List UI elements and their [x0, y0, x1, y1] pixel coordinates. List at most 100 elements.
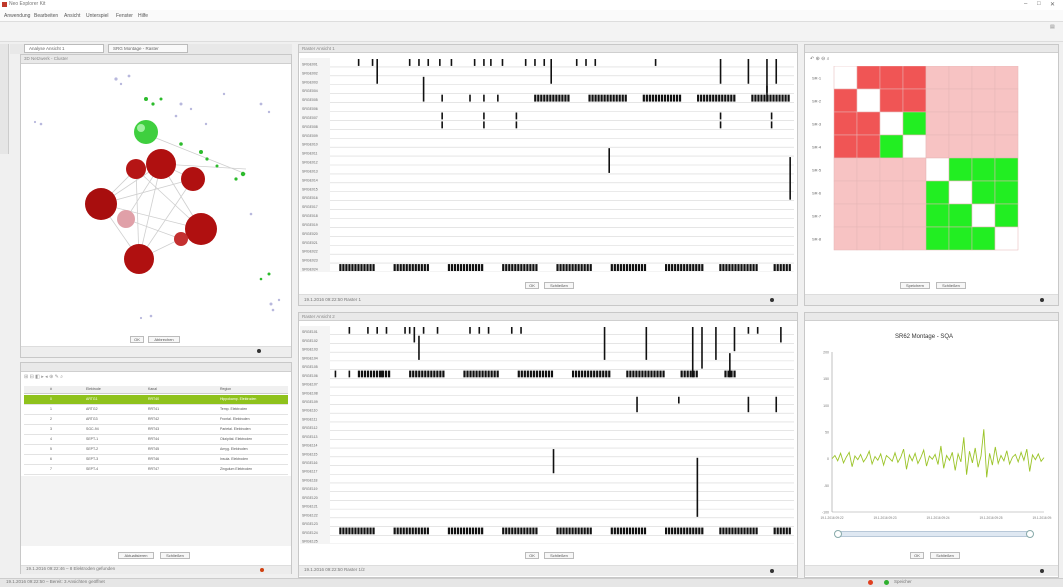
- spike-mark: [660, 94, 664, 102]
- menu-anwendung[interactable]: Anwendung: [4, 13, 31, 19]
- spike-mark: [637, 527, 641, 535]
- spike-mark: [613, 527, 616, 535]
- spike-mark: [408, 327, 411, 334]
- tab-srg-montage[interactable]: SRG Montage - Raster: [108, 44, 188, 53]
- spike-mark: [640, 527, 644, 535]
- spike-mark: [559, 527, 562, 535]
- spike-mark: [725, 527, 728, 535]
- side-tab-strip[interactable]: [0, 44, 9, 154]
- close-table-button[interactable]: Schließen: [160, 552, 190, 559]
- raster-plot-bottom[interactable]: SRGE101 SRGE102 SRGE103 SRGE104 SRGE105 SRGE1…: [300, 326, 794, 544]
- matrix-cell: [994, 203, 1019, 228]
- raster-top-close-button[interactable]: Schließen: [544, 282, 574, 289]
- col-header-kanal[interactable]: Kanal: [148, 387, 157, 391]
- raster-top-title: Raster Ansicht 1: [302, 46, 335, 51]
- table-toolbar-icons[interactable]: ⊞ ⊟ ◧ ▸ ◂ ⊕ ✎ ⌕: [24, 374, 64, 380]
- table-row[interactable]: 1 ARTG2 RRT41 Temp. Elektroden: [24, 405, 288, 415]
- spike-mark: [466, 370, 469, 378]
- spike-mark: [747, 396, 750, 413]
- channel-label: SRGE002: [302, 71, 318, 75]
- table-cell: Okzipital. Elektroden: [220, 437, 253, 441]
- table-cell: 1: [50, 407, 52, 411]
- spike-mark: [568, 264, 571, 271]
- spike-mark: [756, 327, 759, 334]
- spike-mark: [586, 264, 589, 271]
- app-status-text: 19.1.2016 09:22:50 – Bereit: 3 Ansichten…: [6, 579, 105, 584]
- network-ok-button[interactable]: OK: [130, 336, 144, 343]
- perspective-icon[interactable]: ▤: [1050, 24, 1055, 30]
- memory-indicator[interactable]: Speicher: [894, 579, 912, 584]
- matrix-cell: [833, 66, 858, 90]
- spike-mark: [683, 264, 686, 271]
- matrix-save-button[interactable]: Speichern: [900, 282, 930, 289]
- menu-bearbeiten[interactable]: Bearbeiten: [34, 13, 59, 19]
- spike-mark: [562, 264, 565, 271]
- spike-mark: [701, 327, 703, 369]
- connectivity-matrix[interactable]: SR-1 SR-2 SR-3 SR-4 SR-5 SR-6 SR-7 SR-8: [808, 66, 1020, 260]
- table-row[interactable]: 5 SEPT-2 RRT45 Amyg. Elektroden: [24, 445, 288, 455]
- x-tick-label: 19.1.2016 09:26: [1032, 516, 1052, 520]
- chart-ok-button[interactable]: OK: [910, 552, 924, 559]
- close-button[interactable]: ✕: [1050, 2, 1056, 8]
- spike-mark: [721, 94, 724, 102]
- ok-indicator-icon: [884, 580, 889, 585]
- refresh-button[interactable]: Aktualisieren: [118, 552, 154, 559]
- col-header-electrode[interactable]: Elektrode: [86, 387, 101, 391]
- col-header-index[interactable]: #: [50, 387, 52, 391]
- channel-label: SRGE124: [302, 531, 318, 535]
- raster-bottom-ok-button[interactable]: OK: [525, 552, 539, 559]
- spike-mark: [634, 264, 638, 271]
- spike-mark: [749, 264, 752, 271]
- spike-mark: [478, 327, 481, 334]
- network-panel-footer: [21, 346, 291, 357]
- menu-hilfe[interactable]: Hilfe: [138, 13, 149, 19]
- x-tick-label: 19.1.2016 09:22: [820, 516, 843, 520]
- menu-fenster[interactable]: Fenster: [116, 13, 133, 19]
- spike-mark: [613, 264, 616, 271]
- channel-label: SRGE122: [302, 513, 318, 517]
- network-cancel-button[interactable]: Abbrechen: [148, 336, 180, 343]
- channel-label: SRGE005: [302, 98, 318, 102]
- spike-mark: [775, 396, 778, 413]
- minimize-button[interactable]: –: [1024, 1, 1028, 7]
- raster-plot-top[interactable]: SRGE001 SRGE002 SRGE003 SRGE004 SRGE005 SRGE0…: [300, 58, 794, 272]
- tab-analyse[interactable]: Analyse Ansicht 1: [24, 44, 104, 53]
- spike-mark: [441, 94, 443, 102]
- menu-ansicht[interactable]: Ansicht: [64, 13, 81, 19]
- col-header-region[interactable]: Region: [220, 387, 232, 391]
- chart-close-button[interactable]: Schließen: [930, 552, 960, 559]
- table-cell: SEPT-4: [86, 467, 99, 471]
- table-row[interactable]: 7 SEPT-4 RRT47 Zingulum Elektroden: [24, 465, 288, 475]
- menu-unterspiel[interactable]: Unterspiel: [86, 13, 109, 19]
- network-3d-view[interactable]: [21, 64, 291, 326]
- spike-mark: [606, 94, 609, 102]
- spike-mark: [589, 264, 592, 271]
- matrix-toolbar-icons[interactable]: ↶ ⊕ ⊖ ⌕: [810, 56, 830, 62]
- spike-mark: [441, 121, 443, 129]
- channel-label: SRGE007: [302, 116, 318, 120]
- maximize-button[interactable]: □: [1037, 1, 1041, 7]
- table-cell: RRT47: [148, 467, 160, 471]
- spike-mark: [372, 370, 376, 378]
- slider-handle-right[interactable]: [1026, 530, 1034, 538]
- table-row[interactable]: 2 ARTG3 RRT42 Frontal. Elektroden: [24, 415, 288, 425]
- matrix-close-button[interactable]: Schließen: [936, 282, 966, 289]
- table-row[interactable]: 6 SEPT-3 RRT46 Insula. Elektroden: [24, 455, 288, 465]
- raster-bottom-header: Raster Ansicht 2: [299, 313, 797, 321]
- raster-top-ok-button[interactable]: OK: [525, 282, 539, 289]
- raster-bottom-close-button[interactable]: Schließen: [544, 552, 574, 559]
- spike-mark: [523, 370, 526, 378]
- time-range-slider[interactable]: [836, 531, 1032, 537]
- spike-mark: [763, 94, 766, 102]
- spike-mark: [692, 370, 695, 378]
- slider-handle-left[interactable]: [834, 530, 842, 538]
- spike-mark: [594, 59, 597, 66]
- spike-mark: [483, 112, 485, 120]
- matrix-cell: [994, 226, 1019, 251]
- table-row[interactable]: 0 ARTG1 RRT40 Hippokamp. Elektroden: [24, 395, 288, 405]
- channel-label: SRGE121: [302, 505, 318, 509]
- spike-mark: [683, 527, 686, 535]
- table-row[interactable]: 3 SGC-94 RRT43 Parietal. Elektroden: [24, 425, 288, 435]
- table-row[interactable]: 4 SEPT-1 RRT44 Okzipital. Elektroden: [24, 435, 288, 445]
